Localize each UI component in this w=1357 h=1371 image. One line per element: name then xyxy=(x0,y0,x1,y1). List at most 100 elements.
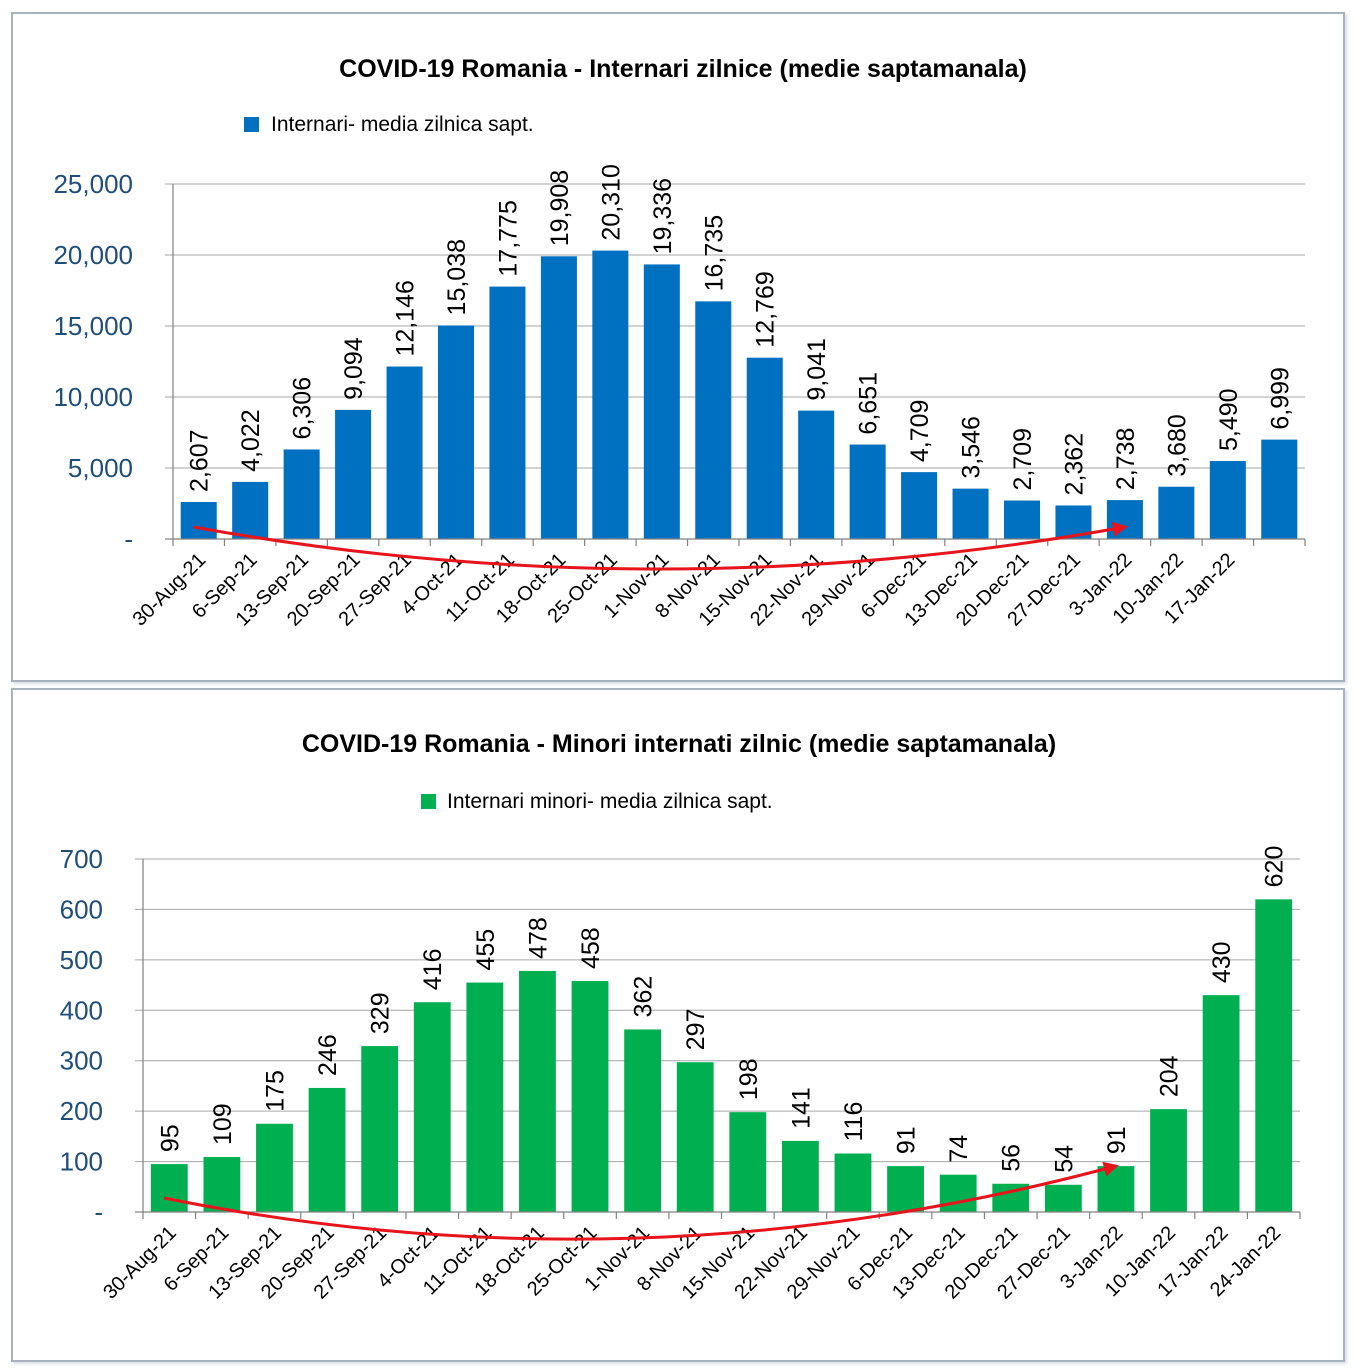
data-label: 3,680 xyxy=(1163,414,1191,477)
bar xyxy=(335,409,372,539)
y-tick-label: 10,000 xyxy=(53,382,133,412)
bar xyxy=(781,1140,819,1212)
bar xyxy=(519,970,556,1212)
bar xyxy=(283,449,320,539)
data-label: 204 xyxy=(1156,1055,1184,1097)
data-label: 2,607 xyxy=(186,429,214,492)
data-label: 9,094 xyxy=(340,337,368,400)
data-label: 416 xyxy=(419,948,447,990)
bar xyxy=(798,410,835,539)
chart-title: COVID-19 Romania - Minori internati ziln… xyxy=(302,730,1056,758)
y-tick-label: 500 xyxy=(60,945,103,975)
data-label: 4,709 xyxy=(906,400,934,463)
bar xyxy=(203,1157,241,1212)
bar xyxy=(489,286,526,539)
data-label: 16,735 xyxy=(700,215,728,291)
data-label: 20,310 xyxy=(597,164,625,240)
data-label: 6,306 xyxy=(289,377,317,440)
data-label: 175 xyxy=(261,1070,289,1112)
chart-panel-minors: COVID-19 Romania - Minori internati ziln… xyxy=(11,688,1345,1362)
data-label: 19,908 xyxy=(546,170,574,246)
bar xyxy=(466,982,504,1212)
y-tick-label: 200 xyxy=(60,1096,103,1126)
legend-swatch xyxy=(421,794,436,809)
bar xyxy=(1044,1184,1082,1212)
data-label: 6,651 xyxy=(855,372,883,435)
bar xyxy=(695,301,732,539)
data-label: 91 xyxy=(1103,1126,1131,1154)
bar xyxy=(308,1087,346,1212)
legend-label: Internari- media zilnica sapt. xyxy=(271,113,534,136)
data-label: 2,738 xyxy=(1112,428,1140,491)
data-label: 5,490 xyxy=(1215,388,1243,451)
data-label: 95 xyxy=(156,1124,184,1152)
data-label: 116 xyxy=(840,1102,868,1142)
bar xyxy=(834,1153,872,1212)
bar xyxy=(386,366,423,539)
bar xyxy=(952,488,989,539)
bar xyxy=(1158,486,1195,539)
data-label: 430 xyxy=(1208,941,1236,983)
data-label: 6,999 xyxy=(1266,367,1294,430)
bar xyxy=(150,1164,188,1212)
data-label: 2,709 xyxy=(1009,428,1037,491)
data-label: 109 xyxy=(209,1103,237,1145)
bar xyxy=(361,1046,399,1212)
y-tick-label: 700 xyxy=(60,844,103,874)
data-label: 17,775 xyxy=(494,200,522,276)
data-label: 620 xyxy=(1261,846,1289,888)
bar xyxy=(1150,1109,1187,1212)
y-tick-label: 300 xyxy=(60,1046,103,1076)
y-tick-label: 15,000 xyxy=(53,311,133,341)
plot-area: - 5,000 10,000 15,000 20,000 25,000 2,607 4,022… xyxy=(53,164,1306,631)
data-label: 362 xyxy=(630,976,658,1018)
data-label: 141 xyxy=(787,1087,815,1129)
data-label: 455 xyxy=(472,929,500,971)
chart-panel-hospitalizations: COVID-19 Romania - Internari zilnice (me… xyxy=(11,12,1345,682)
legend-label: Internari minori- media zilnica sapt. xyxy=(447,790,773,813)
bar xyxy=(232,481,269,539)
data-label: 9,041 xyxy=(803,338,831,401)
bar xyxy=(939,1174,977,1212)
data-label: 12,769 xyxy=(752,271,780,347)
y-tick-label: 400 xyxy=(60,995,103,1025)
data-label: 12,146 xyxy=(392,280,420,356)
bar xyxy=(540,256,577,539)
chart-minors: COVID-19 Romania - Minori internati ziln… xyxy=(60,730,1301,1304)
bar xyxy=(1209,461,1246,539)
y-tick-label: 25,000 xyxy=(53,169,133,199)
bar xyxy=(1106,500,1143,539)
data-label: 3,546 xyxy=(958,416,986,479)
legend-swatch xyxy=(244,117,259,132)
data-label: 246 xyxy=(314,1034,342,1076)
bar xyxy=(256,1123,293,1212)
data-label: 458 xyxy=(577,927,605,969)
data-label: 329 xyxy=(367,992,395,1034)
bar xyxy=(887,1166,924,1212)
trend-arrow xyxy=(193,521,1128,571)
bar xyxy=(676,1062,714,1212)
bar xyxy=(643,264,680,539)
data-label: 91 xyxy=(893,1126,921,1154)
data-label: 15,038 xyxy=(443,239,471,315)
bar xyxy=(1255,899,1293,1212)
bar xyxy=(729,1112,767,1212)
data-label: 56 xyxy=(998,1144,1026,1172)
bar xyxy=(1003,500,1041,539)
bar xyxy=(624,1029,662,1212)
trend-arrow xyxy=(163,1161,1119,1241)
data-label: 4,022 xyxy=(237,409,265,472)
x-tick-label: 30-Aug-21 xyxy=(99,1222,181,1304)
bar xyxy=(571,981,609,1212)
bar xyxy=(413,1002,451,1212)
y-tick-label: 600 xyxy=(60,894,103,924)
data-label: 2,362 xyxy=(1060,433,1088,496)
bar xyxy=(849,444,886,539)
bar xyxy=(437,325,475,539)
bar xyxy=(1261,439,1298,539)
y-tick-label: - xyxy=(124,524,133,554)
bar xyxy=(1097,1166,1135,1212)
plot-area: - 100 200 300 400 500 600 700 95 109 175 246 329 416 4… xyxy=(60,844,1301,1304)
y-tick-label: 100 xyxy=(60,1147,103,1177)
data-label: 198 xyxy=(735,1058,763,1100)
